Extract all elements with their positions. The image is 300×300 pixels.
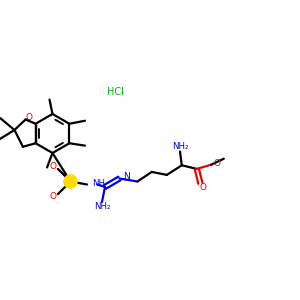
Text: O: O xyxy=(50,162,57,171)
Text: O: O xyxy=(214,159,220,168)
Text: HCl: HCl xyxy=(107,86,124,97)
Text: O: O xyxy=(25,113,32,122)
Text: NH: NH xyxy=(92,179,105,188)
Text: S: S xyxy=(67,176,74,187)
Text: O: O xyxy=(50,192,57,201)
Text: N: N xyxy=(123,172,130,181)
Text: NH₂: NH₂ xyxy=(172,142,189,151)
Circle shape xyxy=(64,175,77,188)
Text: NH₂: NH₂ xyxy=(94,202,110,211)
Text: O: O xyxy=(199,183,206,192)
